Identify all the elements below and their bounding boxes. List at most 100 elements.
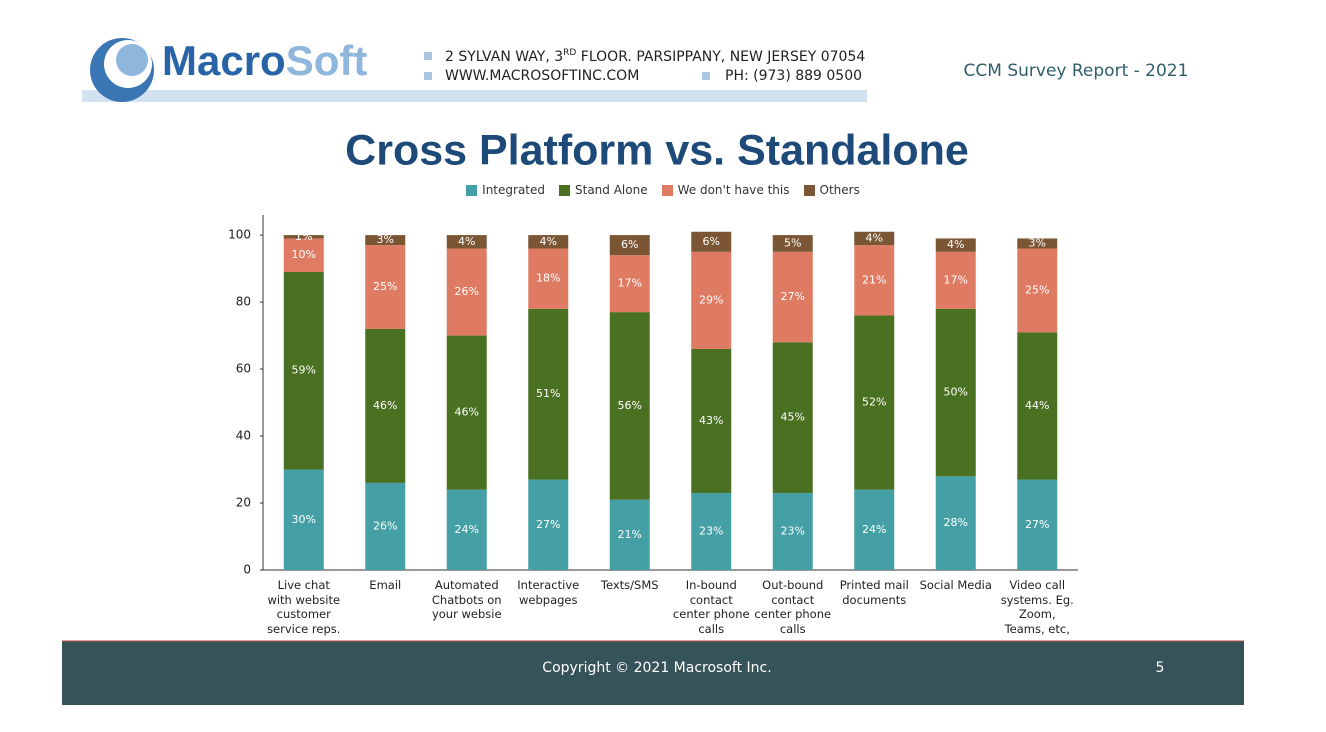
value-label: 50% [944, 386, 968, 399]
y-tick-label: 0 [243, 563, 251, 577]
value-label: 1% [295, 230, 312, 243]
value-label: 4% [458, 235, 475, 248]
value-label: 18% [536, 272, 560, 285]
bullet [702, 72, 710, 80]
bar-segment [528, 308, 569, 480]
bar-segment [609, 235, 650, 256]
header-band [82, 90, 867, 102]
x-tick-label: Automated Chatbots on your websie [431, 578, 502, 621]
value-label: 56% [618, 399, 642, 412]
bar-segment [772, 251, 813, 343]
legend-label: Integrated [482, 183, 545, 197]
value-label: 26% [455, 285, 479, 298]
value-label: 23% [781, 524, 805, 537]
y-tick-label: 100 [228, 228, 251, 242]
copyright: Copyright © 2021 Macrosoft Inc. [542, 660, 771, 676]
bar-segment [935, 476, 976, 570]
y-tick-label: 80 [236, 295, 251, 309]
legend: Integrated Stand Alone We don't have this O… [0, 183, 1326, 197]
value-label: 6% [703, 235, 720, 248]
footer-band [62, 641, 1244, 705]
bar-segment [854, 489, 895, 570]
value-label: 24% [862, 523, 886, 536]
value-label: 46% [373, 399, 397, 412]
legend-label: We don't have this [677, 183, 790, 197]
plot: 0 20 40 60 80 100 30% 59% 10% 1% 26% 46% 25% 3% 24% 46%… [228, 215, 1078, 577]
phone: PH: (973) 889 0500 [725, 68, 862, 84]
value-label: 10% [292, 248, 316, 261]
bar-segment [528, 479, 569, 570]
x-tick-label: Texts/SMS [600, 578, 659, 592]
value-label: 45% [781, 411, 805, 424]
value-label: 27% [1025, 518, 1049, 531]
logo-mark [116, 44, 148, 76]
legend-swatch [803, 184, 815, 196]
x-tick-label: Social Media [919, 578, 992, 592]
bar-segment [283, 469, 324, 570]
bar-segment [691, 251, 732, 349]
x-tick-label: Out-bound contact center phone calls [754, 578, 832, 636]
report-title: CCM Survey Report - 2021 [964, 61, 1189, 81]
value-label: 3% [377, 233, 394, 246]
bar-segment [609, 312, 650, 500]
bar-segment [283, 271, 324, 470]
x-tick-label: Printed mail documents [839, 578, 909, 607]
y-tick-label: 20 [236, 496, 251, 510]
value-label: 46% [455, 406, 479, 419]
chart-title: Cross Platform vs. Standalone [345, 126, 969, 174]
legend-swatch [466, 184, 478, 196]
bar-segment [446, 335, 487, 490]
value-label: 30% [292, 513, 316, 526]
bar-segment [283, 235, 324, 239]
bar-segment [935, 251, 976, 309]
value-label: 29% [699, 293, 723, 306]
value-label: 25% [1025, 283, 1049, 296]
value-label: 26% [373, 519, 397, 532]
value-label: 21% [862, 273, 886, 286]
value-label: 28% [944, 516, 968, 529]
page-number: 5 [1156, 660, 1165, 676]
bar-segment [935, 308, 976, 477]
address-part: FLOOR. PARSIPPANY, NEW JERSEY 07054 [576, 49, 865, 65]
bar-segment [365, 482, 406, 570]
bar-segment [528, 248, 569, 309]
value-label: 27% [781, 290, 805, 303]
bar-segment [283, 238, 324, 272]
value-label: 17% [944, 273, 968, 286]
logo-part: Macro [162, 37, 286, 84]
value-label: 51% [536, 387, 560, 400]
bullet [424, 72, 432, 80]
value-label: 52% [862, 396, 886, 409]
value-label: 4% [947, 238, 964, 251]
bar-segment [1017, 479, 1058, 570]
website: WWW.MACROSOFTINC.COM [445, 68, 639, 84]
bar-segment [1017, 332, 1058, 480]
bar-segment [609, 499, 650, 570]
legend-label: Stand Alone [575, 183, 648, 197]
bar-segment [691, 492, 732, 570]
value-label: 24% [455, 523, 479, 536]
bar-segment [365, 245, 406, 329]
value-label: 25% [373, 280, 397, 293]
address-part: RD [563, 48, 576, 58]
bar-segment [1017, 248, 1058, 333]
y-tick-label: 60 [236, 362, 251, 376]
value-label: 27% [536, 518, 560, 531]
logo-part: Soft [286, 37, 368, 84]
x-tick-label: Interactive webpages [517, 578, 580, 607]
legend-swatch [661, 184, 673, 196]
value-label: 5% [784, 236, 801, 249]
bar-segment [772, 235, 813, 252]
legend-swatch [559, 184, 570, 196]
bullet [424, 52, 432, 60]
value-label: 6% [621, 238, 638, 251]
bar-segment [365, 328, 406, 483]
bar-segment [935, 238, 976, 252]
value-label: 43% [699, 414, 723, 427]
legend-label: Others [819, 183, 860, 197]
x-tick-label: In-bound contact center phone calls [672, 578, 750, 636]
value-label: 4% [540, 235, 557, 248]
value-label: 4% [866, 231, 883, 244]
